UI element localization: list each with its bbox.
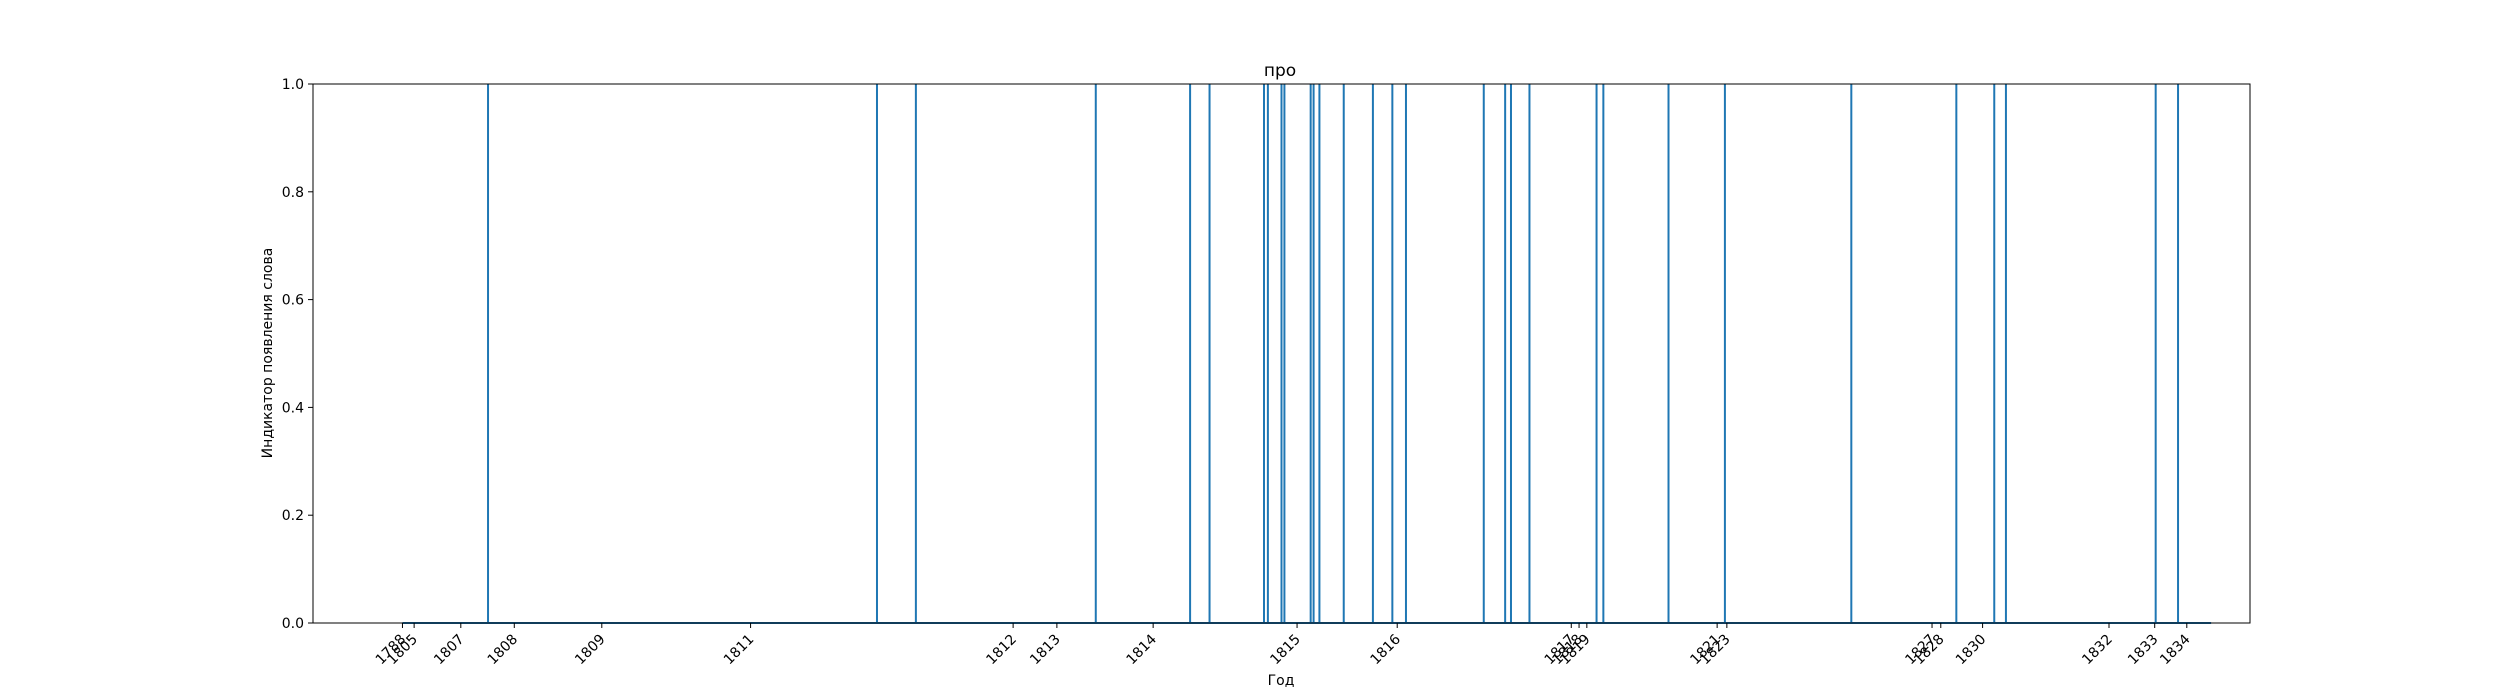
x-tick-label: 1812 (983, 632, 1020, 669)
x-tick-label: 1811 (721, 632, 758, 669)
x-tick-label: 1830 (1953, 632, 1990, 669)
x-tick-label: 1816 (1368, 631, 1405, 668)
y-axis: 0.0 0.2 0.4 0.6 0.8 1.0 (282, 77, 313, 632)
x-tick-label: 1815 (1267, 632, 1304, 669)
x-tick-label: 1833 (2125, 632, 2162, 669)
plot-frame (312, 83, 2251, 624)
chart-title: про (1264, 61, 1296, 81)
x-tick-label: 1809 (572, 632, 609, 669)
y-tick-label: 0.6 (282, 293, 304, 309)
plot-area (402, 84, 2212, 624)
x-tick-label: 1834 (2157, 631, 2194, 668)
x-tick-label: 1813 (1027, 632, 1064, 669)
y-axis-label: Индикатор появления слова (260, 248, 276, 459)
y-tick-label: 1.0 (282, 77, 304, 93)
y-tick-label: 0.8 (282, 185, 304, 201)
x-axis-label: Год (1268, 673, 1295, 689)
x-tick-label: 1832 (2079, 632, 2116, 669)
y-tick-label: 0.4 (282, 400, 304, 416)
y-tick-label: 0.2 (282, 508, 304, 524)
x-tick-label: 1814 (1123, 631, 1160, 668)
y-tick-label: 0.0 (282, 616, 304, 632)
x-tick-label: 1807 (431, 632, 468, 669)
x-tick-label: 1808 (485, 632, 522, 669)
